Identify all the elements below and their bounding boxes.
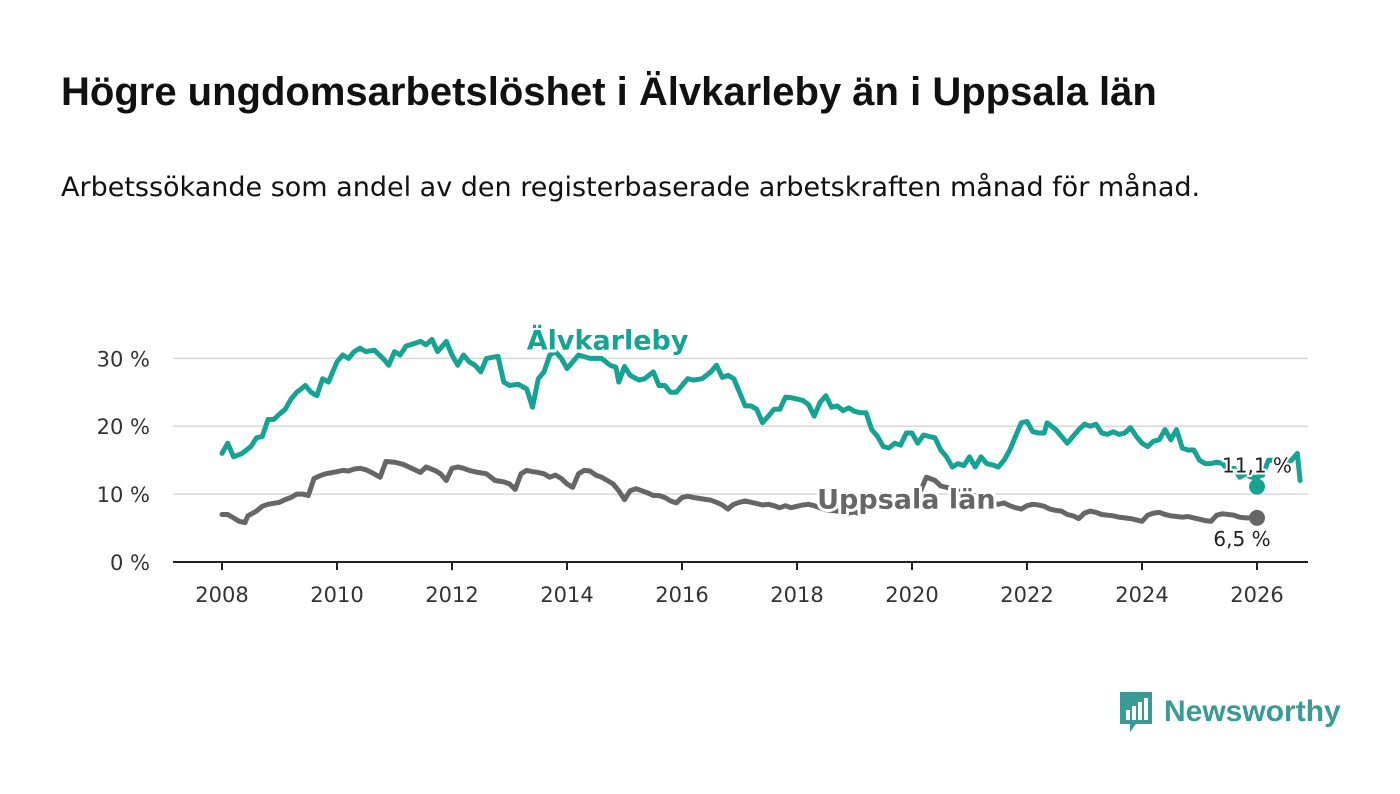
series-name-label-uppsala-län: Uppsala län [817,484,995,515]
series-line-uppsala-län [219,459,860,526]
x-axis: 2008 2010 2012 2014 2016 2018 2020 2022 2024 2026 [173,561,1308,607]
chart-title: Högre ungdomsarbetslöshet i Älvkarleby ä… [61,70,1157,114]
x-tick-label: 2014 [540,583,593,607]
x-tick-label: 2012 [425,583,478,607]
series-labels: 11,1 % Älvkarleby 6,5 % Uppsala län [524,322,1294,553]
x-tick-label: 2018 [770,583,823,607]
series-end-marker-älvkarleby [1249,478,1265,495]
x-tick-label: 2020 [885,583,938,607]
y-tick-label: 0 % [110,551,150,575]
x-tick-label: 2010 [310,583,363,607]
series-lines [219,336,1303,526]
x-tick-label: 2022 [1000,583,1053,607]
brand-name: Newsworthy [1164,695,1341,728]
series-end-marker-uppsala-län [1249,509,1265,526]
newsworthy-brand: Newsworthy [1118,690,1341,734]
y-tick-label: 10 % [97,483,150,507]
x-tick-label: 2016 [655,583,708,607]
series-name-label-älvkarleby: Älvkarleby [527,325,689,357]
x-tick-label: 2008 [195,583,248,607]
y-tick-label: 20 % [97,415,150,439]
grid-lines [173,357,1308,495]
y-axis: 0 % 10 % 20 % 30 % [97,347,150,575]
series-end-label-älvkarleby: 11,1 % [1222,454,1292,478]
series-line-älvkarleby [219,336,1303,483]
x-tick-label: 2024 [1115,583,1168,607]
chart-subtitle: Arbetssökande som andel av den registerb… [61,172,1201,203]
newsworthy-chat-bars-icon [1120,692,1152,732]
y-tick-label: 30 % [97,347,150,371]
series-end-label-uppsala-län: 6,5 % [1213,527,1270,551]
series-line-uppsala-län-2 [915,474,1260,524]
x-tick-label: 2026 [1230,583,1283,607]
